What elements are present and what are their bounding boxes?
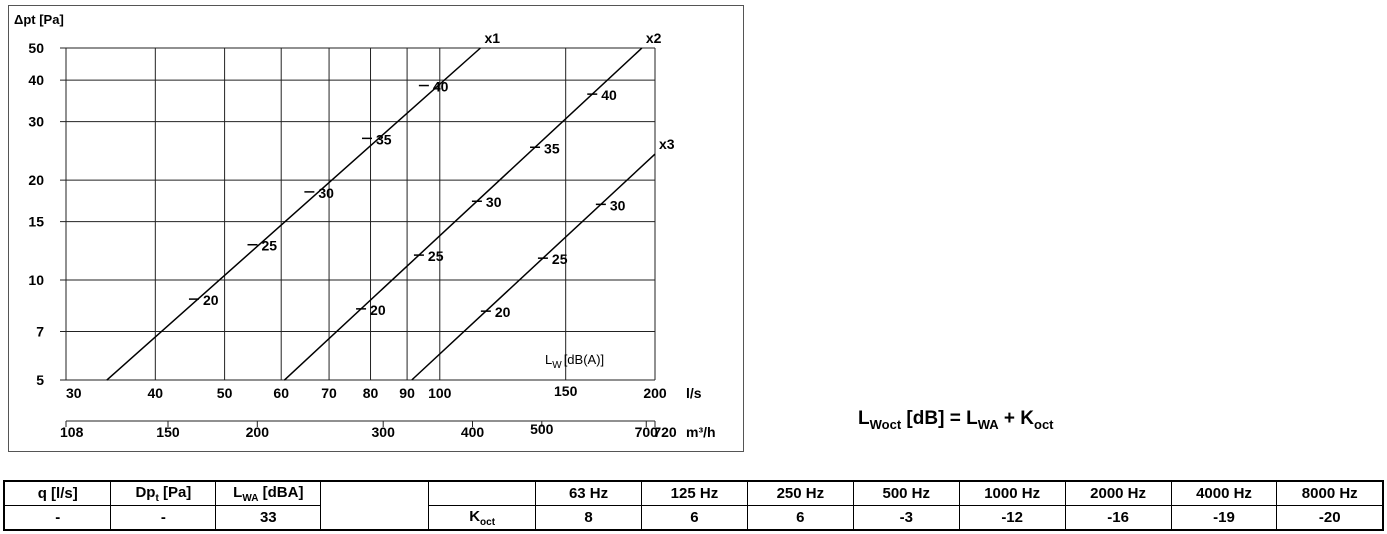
y-tick-label: 15 bbox=[28, 214, 44, 230]
x-tick-label: 70 bbox=[321, 385, 337, 401]
formula-l-sub: Woct bbox=[869, 416, 902, 432]
x2-tick-label: 300 bbox=[372, 424, 396, 440]
series-line-x1 bbox=[106, 47, 481, 381]
x-tick-label: 50 bbox=[217, 385, 233, 401]
x-tick-label: 90 bbox=[399, 385, 415, 401]
formula-mid: [dB] = L bbox=[901, 408, 978, 429]
formula-k-sub: oct bbox=[1034, 416, 1054, 432]
koct-value: -19 bbox=[1170, 505, 1278, 531]
octave-table: q [l/s] Dpt [Pa] LWA [dBA] 63 Hz 125 Hz … bbox=[3, 480, 1384, 531]
lw-mark-label: 35 bbox=[376, 131, 392, 147]
lw-unit-label: LW [dB(A)] bbox=[545, 352, 604, 371]
x2-tick-label: 720 bbox=[653, 424, 677, 440]
band-header: 8000 Hz bbox=[1276, 480, 1384, 506]
x2-tick-label: 400 bbox=[461, 424, 485, 440]
lw-mark-label: 35 bbox=[544, 140, 560, 156]
chart-frame bbox=[8, 5, 744, 452]
lw-mark-label: 30 bbox=[486, 194, 502, 210]
band-header: 1000 Hz bbox=[958, 480, 1066, 506]
x-tick-label: 40 bbox=[148, 385, 164, 401]
koct-value: -3 bbox=[852, 505, 960, 531]
x-tick-label: 200 bbox=[643, 385, 667, 401]
band-header: 125 Hz bbox=[640, 480, 748, 506]
lw-mark-label: 25 bbox=[261, 238, 277, 254]
value-dpt: - bbox=[110, 505, 217, 531]
lw-mark-label: 40 bbox=[433, 79, 449, 95]
y-tick-label: 10 bbox=[28, 272, 44, 288]
x2-tick-label: 108 bbox=[60, 424, 84, 440]
formula-mid-sub: WA bbox=[977, 416, 999, 432]
x-axis-label: l/s bbox=[686, 385, 702, 401]
x2-tick-label: 500 bbox=[530, 421, 554, 437]
koct-value: 8 bbox=[535, 505, 642, 531]
empty-cell bbox=[428, 480, 537, 506]
x-tick-label: 30 bbox=[66, 385, 82, 401]
lw-mark-label: 20 bbox=[495, 304, 511, 320]
koct-value: 6 bbox=[640, 505, 748, 531]
table-value-row: - - 33 Koct 8 6 6 -3 -12 -16 -19 -20 bbox=[3, 505, 1384, 531]
empty-cell bbox=[320, 480, 430, 531]
x2-tick-label: 700 bbox=[635, 424, 659, 440]
lw-mark-label: 25 bbox=[428, 248, 444, 264]
header-lwa: LWA [dBA] bbox=[215, 480, 322, 506]
koct-value: -20 bbox=[1276, 505, 1384, 531]
y-axis-label: Δpt [Pa] bbox=[14, 12, 64, 27]
series-label-x3: x3 bbox=[659, 136, 675, 152]
y-tick-label: 20 bbox=[28, 172, 44, 188]
lw-mark-label: 25 bbox=[552, 251, 568, 267]
value-lwa: 33 bbox=[215, 505, 322, 531]
band-header: 63 Hz bbox=[535, 480, 642, 506]
koct-value: -12 bbox=[958, 505, 1066, 531]
x2-axis-label: m³/h bbox=[686, 424, 716, 440]
pressure-flow-chart: 30 40 50 60 70 80 90 100 150 200 5 7 10 15 20 30 40 50 Δpt… bbox=[14, 12, 716, 440]
band-header: 250 Hz bbox=[746, 480, 854, 506]
y-tick-label: 30 bbox=[28, 114, 44, 130]
koct-value: 6 bbox=[746, 505, 854, 531]
table-header-row: q [l/s] Dpt [Pa] LWA [dBA] 63 Hz 125 Hz … bbox=[3, 480, 1384, 531]
x-tick-label: 100 bbox=[428, 385, 452, 401]
y-tick-label: 40 bbox=[28, 72, 44, 88]
lw-mark-label: 20 bbox=[203, 292, 219, 308]
x-tick-label: 60 bbox=[273, 385, 289, 401]
value-q: - bbox=[3, 505, 112, 531]
lw-mark-label: 30 bbox=[318, 185, 334, 201]
koct-label: Koct bbox=[428, 505, 537, 531]
series-line-x2 bbox=[283, 47, 643, 381]
series-line-x3 bbox=[411, 153, 656, 381]
lw-mark-label: 40 bbox=[601, 87, 617, 103]
koct-value: -16 bbox=[1064, 505, 1172, 531]
band-header: 2000 Hz bbox=[1064, 480, 1172, 506]
formula-plus: + K bbox=[998, 408, 1035, 429]
series-label-x1: x1 bbox=[484, 30, 500, 46]
y-tick-label: 50 bbox=[28, 40, 44, 56]
x-tick-label: 80 bbox=[363, 385, 379, 401]
x2-tick-label: 150 bbox=[156, 424, 180, 440]
band-header: 500 Hz bbox=[852, 480, 960, 506]
octave-formula: LWoct [dB] = LWA + Koct bbox=[858, 408, 1054, 432]
header-dpt: Dpt [Pa] bbox=[110, 480, 217, 506]
x2-tick-label: 200 bbox=[246, 424, 270, 440]
y-tick-label: 5 bbox=[36, 372, 44, 388]
series-label-x2: x2 bbox=[646, 30, 662, 46]
lw-mark-label: 30 bbox=[610, 197, 626, 213]
lw-mark-label: 20 bbox=[370, 302, 386, 318]
x-tick-label: 150 bbox=[554, 383, 578, 399]
formula-l: L bbox=[858, 408, 870, 429]
y-tick-label: 7 bbox=[36, 323, 44, 339]
header-q: q [l/s] bbox=[3, 480, 112, 506]
band-header: 4000 Hz bbox=[1170, 480, 1278, 506]
